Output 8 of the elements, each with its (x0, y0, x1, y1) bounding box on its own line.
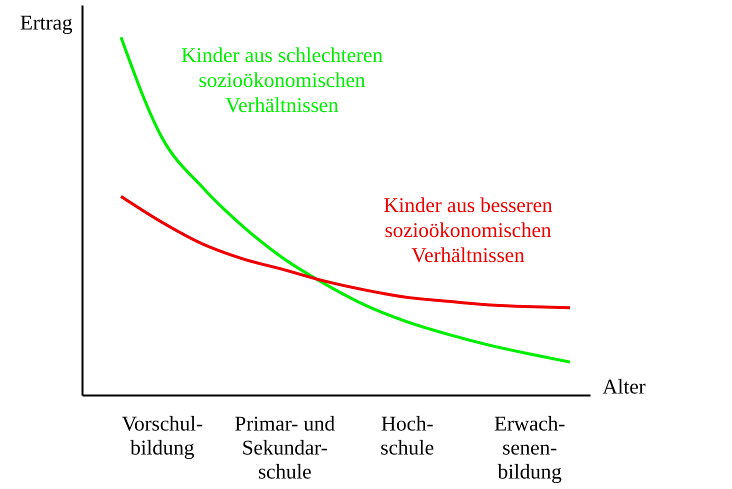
series-label: Kinder aus schlechteren sozioökonomischen Verhältnissen (181, 43, 384, 117)
x-axis-title: Alter (602, 374, 646, 398)
x-tick-label: Erwach- senen- bildung (494, 412, 566, 484)
series-label: Kinder aus besseren sozioökonomischen Verhältnissen (383, 193, 554, 267)
y-axis-title: Ertrag (20, 10, 73, 34)
x-tick-label: Hoch- schule (380, 412, 434, 460)
x-tick-label: Vorschul- bildung (122, 412, 203, 460)
x-tick-label: Primar- und Sekundar- schule (234, 412, 336, 484)
